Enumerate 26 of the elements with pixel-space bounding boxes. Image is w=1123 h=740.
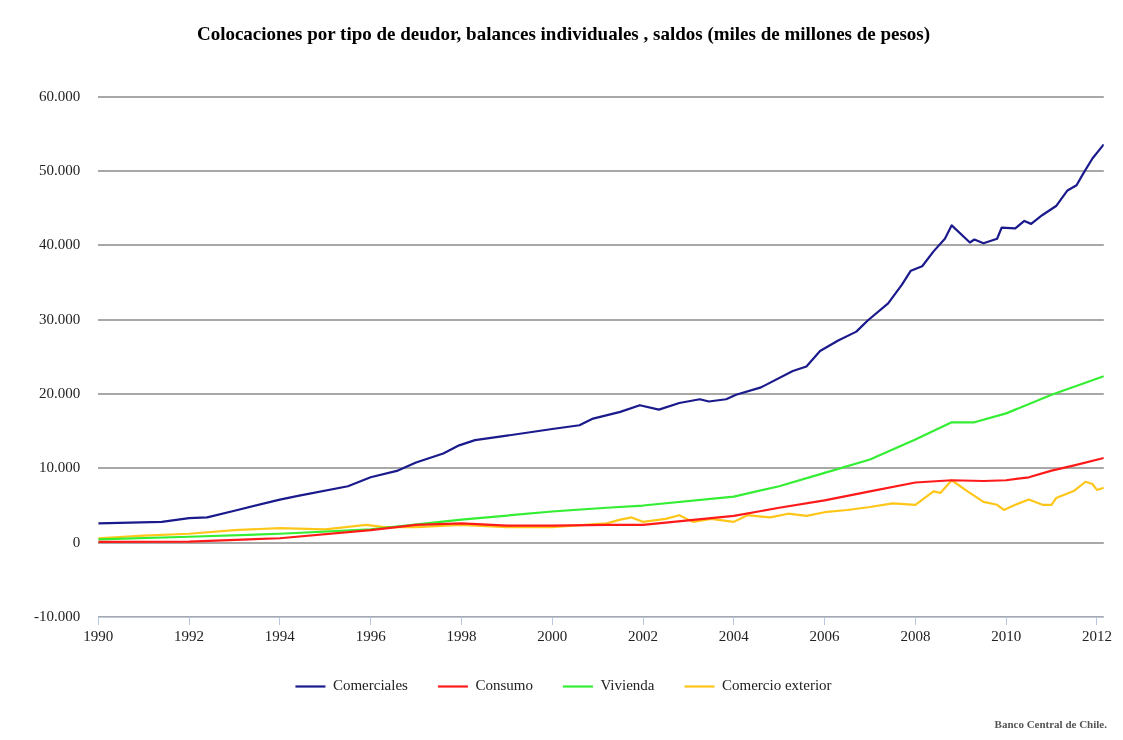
x-tick-label: 2008: [900, 627, 931, 644]
y-tick-label: 40.000: [39, 236, 81, 253]
y-tick-label: 60.000: [39, 87, 81, 104]
x-tick-label: 1994: [264, 627, 296, 644]
x-tick-label: 2004: [718, 627, 750, 644]
y-tick-label: 50.000: [39, 162, 81, 179]
x-tick-label: 1992: [174, 627, 205, 644]
x-tick-label: 1990: [83, 627, 114, 644]
x-tick-label: 1996: [355, 627, 387, 644]
x-tick-label: 1998: [446, 627, 477, 644]
x-tick-label: 2006: [809, 627, 841, 644]
x-tick-label: 2010: [991, 627, 1022, 644]
x-tick-label: 2002: [628, 627, 659, 644]
y-tick-label: 0: [72, 533, 81, 550]
text: Banco Central de Chile.: [994, 718, 1107, 730]
legend-label: Consumo: [475, 677, 533, 694]
y-tick-label: 10.000: [39, 459, 81, 476]
y-tick-label: 30.000: [39, 310, 81, 327]
legend-label: Comerciales: [332, 677, 409, 694]
y-tick-label: -10.000: [34, 607, 81, 624]
y-tick-label: 20.000: [39, 384, 81, 401]
x-tick-label: 2000: [537, 627, 568, 644]
legend-label: Comercio exterior: [722, 677, 832, 694]
legend-label: Vivienda: [600, 677, 655, 694]
chart-title: Colocaciones por tipo de deudor, balances individuales , saldos (miles de millones de pesos): [196, 23, 931, 46]
x-tick-label: 2012: [1081, 627, 1112, 644]
